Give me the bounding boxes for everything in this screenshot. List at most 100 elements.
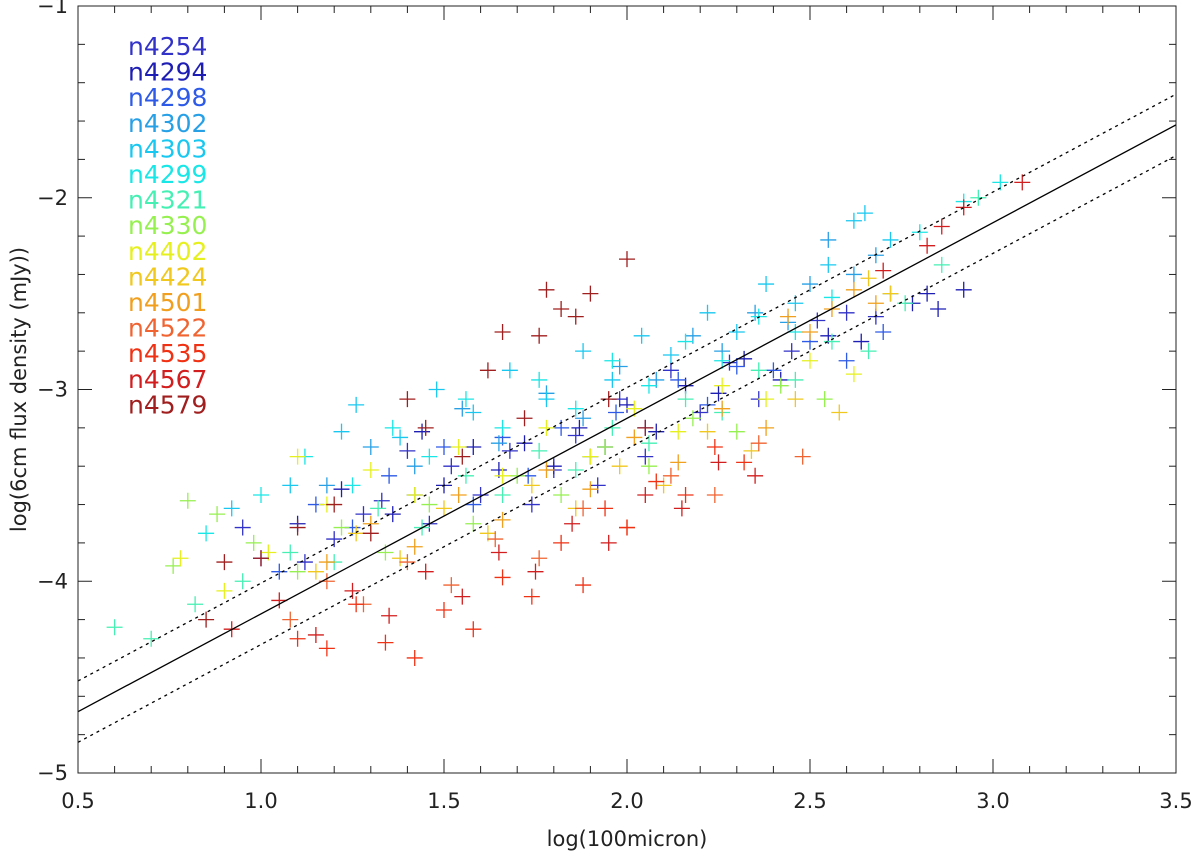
data-point: [640, 377, 657, 394]
data-point: [509, 467, 526, 484]
y-tick-label: −1: [37, 0, 68, 18]
data-point: [465, 496, 482, 513]
x-axis-label: log(100micron): [547, 827, 708, 851]
legend-entry-n4330: n4330: [128, 211, 207, 240]
data-point: [384, 419, 401, 436]
data-point: [662, 362, 679, 379]
data-point: [318, 477, 335, 494]
data-point: [282, 477, 299, 494]
series-n4321: [106, 189, 987, 647]
series-n4254: [234, 304, 884, 571]
data-point: [392, 429, 409, 446]
data-point: [362, 439, 379, 456]
data-point: [780, 308, 797, 325]
data-point: [626, 429, 643, 446]
data-point: [575, 500, 592, 517]
data-point: [838, 304, 855, 321]
legend: n4254n4294n4298n4302n4303n4299n4321n4330…: [128, 32, 207, 419]
data-point: [289, 563, 306, 580]
axis-ticks: 0.5 1.0 1.5 2.0 2.5 3.0 3.5 −5 −4 −3 −2 −1: [37, 0, 1193, 813]
data-point: [882, 231, 899, 248]
data-point: [582, 481, 599, 498]
y-tick-label: −5: [37, 761, 68, 785]
legend-entry-n4567: n4567: [128, 365, 207, 394]
data-point: [296, 554, 313, 571]
data-point: [758, 391, 775, 408]
data-point: [289, 519, 306, 536]
data-point: [567, 462, 584, 479]
data-point: [106, 619, 123, 636]
data-point: [728, 323, 745, 340]
data-point: [662, 346, 679, 363]
data-point: [436, 500, 452, 517]
data-point: [670, 454, 687, 471]
data-point: [699, 304, 716, 321]
data-point: [399, 442, 416, 459]
data-point: [245, 534, 262, 551]
data-point: [143, 630, 160, 647]
legend-entry-n4424: n4424: [128, 262, 207, 291]
data-point: [406, 538, 423, 555]
data-point: [875, 262, 892, 279]
data-point: [619, 519, 635, 536]
data-point: [600, 534, 617, 551]
data-point: [494, 419, 511, 436]
data-point: [875, 323, 892, 340]
data-point: [523, 496, 540, 513]
data-point: [619, 396, 635, 413]
data-point: [820, 231, 837, 248]
data-point: [348, 525, 365, 542]
data-point: [487, 531, 504, 548]
data-point: [362, 462, 379, 479]
data-point: [289, 630, 306, 647]
data-point: [377, 634, 394, 651]
series-n4567: [223, 174, 1031, 643]
plot-frame: [77, 5, 1177, 774]
data-point: [381, 607, 398, 624]
data-point: [414, 423, 431, 440]
data-point: [501, 442, 518, 459]
data-point: [845, 366, 862, 383]
data-point: [787, 323, 804, 340]
data-point: [655, 477, 672, 494]
data-point: [450, 439, 467, 456]
data-point: [699, 423, 716, 440]
data-point: [553, 486, 570, 503]
data-point: [743, 442, 760, 459]
data-point: [860, 270, 877, 287]
data-point: [494, 323, 511, 340]
data-point: [406, 486, 423, 503]
data-point: [670, 423, 687, 440]
data-point: [714, 352, 731, 369]
data-point: [333, 519, 350, 536]
legend-entry-n4522: n4522: [128, 314, 207, 343]
series-n4303: [223, 205, 899, 517]
data-point: [919, 285, 936, 302]
data-point: [234, 519, 251, 536]
data-point: [538, 391, 555, 408]
data-point: [436, 439, 452, 456]
data-point: [516, 435, 533, 452]
legend-entry-n4302: n4302: [128, 109, 207, 138]
data-point: [370, 500, 387, 517]
data-point: [307, 626, 324, 643]
data-point: [933, 218, 950, 235]
data-point: [223, 500, 240, 517]
fit-line: [77, 124, 1177, 713]
data-point: [344, 582, 361, 599]
data-point: [699, 396, 716, 413]
data-point: [608, 404, 625, 421]
data-point: [454, 400, 471, 417]
data-point: [750, 435, 767, 452]
data-point: [381, 467, 398, 484]
data-point: [845, 266, 862, 283]
data-point: [853, 333, 870, 350]
data-point: [648, 473, 665, 490]
data-point: [436, 602, 452, 619]
x-tick-label: 1.0: [244, 789, 277, 813]
data-point: [399, 554, 416, 571]
legend-entry-n4535: n4535: [128, 339, 207, 368]
data-point: [728, 358, 745, 375]
data-point: [758, 276, 775, 293]
data-point: [282, 611, 299, 628]
